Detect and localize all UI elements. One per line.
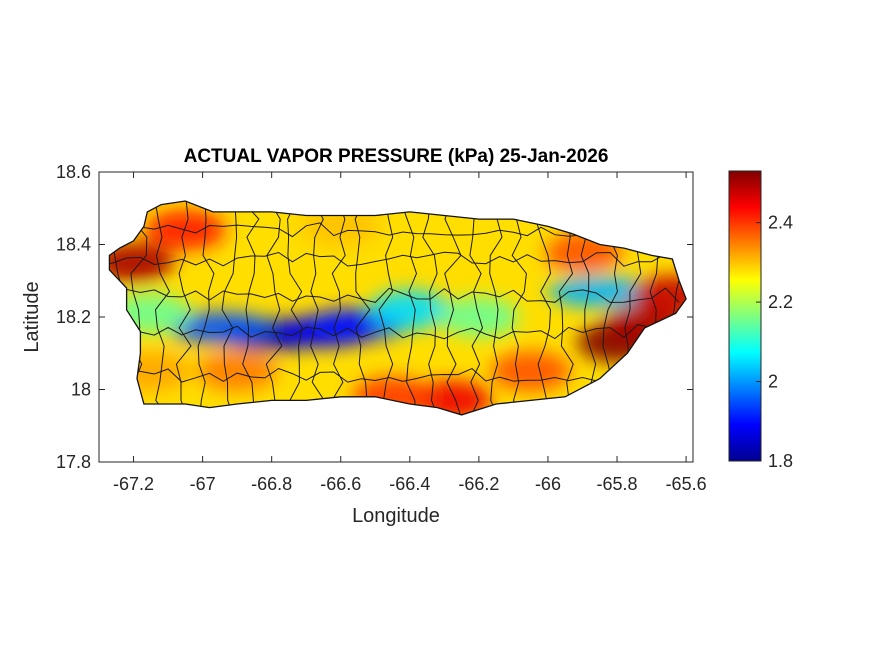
municipality-border: [535, 201, 552, 415]
y-tick-label: 17.8: [56, 452, 91, 472]
field-anomaly: [300, 206, 381, 247]
x-tick-label: -67.2: [113, 474, 154, 494]
colorbar-tick-label: 2.2: [768, 292, 793, 312]
municipality-border: [310, 201, 325, 415]
colorbar-tick-label: 1.8: [768, 451, 793, 471]
colorbar-ticks: 1.8 2 2.2 2.4: [756, 213, 793, 471]
y-tick-label: 18.4: [56, 235, 91, 255]
municipality-border: [400, 201, 418, 415]
x-axis: -67.2 -67 -66.8 -66.6 -66.4 -66.2 -66 -65.8 -65.…: [113, 172, 707, 494]
municipality-border: [109, 324, 680, 340]
field-anomaly: [167, 311, 272, 344]
y-axis: 17.8 18 18.2 18.4 18.6: [56, 162, 693, 472]
municipality-border: [287, 201, 303, 415]
municipality-border: [354, 201, 372, 415]
colorbar: 1.8 2 2.2 2.4: [728, 170, 793, 471]
municipality-border: [109, 287, 680, 303]
y-tick-label: 18.6: [56, 162, 91, 182]
municipality-border: [154, 201, 171, 415]
field-anomaly: [490, 351, 571, 392]
field-anomaly: [473, 217, 554, 258]
municipality-border: [197, 201, 215, 415]
colorbar-tick-label: 2: [768, 372, 778, 392]
municipality-border: [221, 201, 238, 415]
municipality-border: [444, 201, 462, 415]
x-tick-label: -66: [535, 474, 561, 494]
colorbar-gradient: [728, 170, 762, 462]
municipality-border: [378, 201, 394, 415]
municipality-border: [331, 201, 346, 415]
chart-title: ACTUAL VAPOR PRESSURE (kPa) 25-Jan-2026: [184, 146, 609, 167]
island-outline: [108, 200, 687, 416]
colorbar-tick-label: 2.4: [768, 213, 793, 233]
municipality-border: [109, 367, 680, 383]
x-axis-label: Longitude: [352, 505, 440, 527]
x-tick-label: -66.6: [320, 474, 361, 494]
municipality-border: [558, 201, 574, 415]
field-anomaly: [547, 275, 652, 308]
municipality-border: [422, 201, 440, 415]
municipality-border: [109, 251, 680, 267]
municipality-border: [265, 201, 283, 415]
y-tick-label: 18: [71, 380, 91, 400]
municipality-border: [511, 201, 528, 415]
x-tick-label: -65.6: [666, 474, 707, 494]
municipality-border: [175, 201, 192, 415]
x-tick-label: -66.2: [458, 474, 499, 494]
y-tick-label: 18.2: [56, 307, 91, 327]
municipality-border: [469, 201, 484, 415]
x-tick-label: -66.8: [251, 474, 292, 494]
field-anomaly: [197, 351, 278, 392]
x-tick-label: -66.4: [389, 474, 430, 494]
municipality-border: [489, 201, 503, 415]
y-axis-label: Latitude: [21, 281, 43, 352]
x-tick-label: -67: [190, 474, 216, 494]
x-tick-label: -65.8: [597, 474, 638, 494]
municipality-border: [242, 201, 260, 415]
